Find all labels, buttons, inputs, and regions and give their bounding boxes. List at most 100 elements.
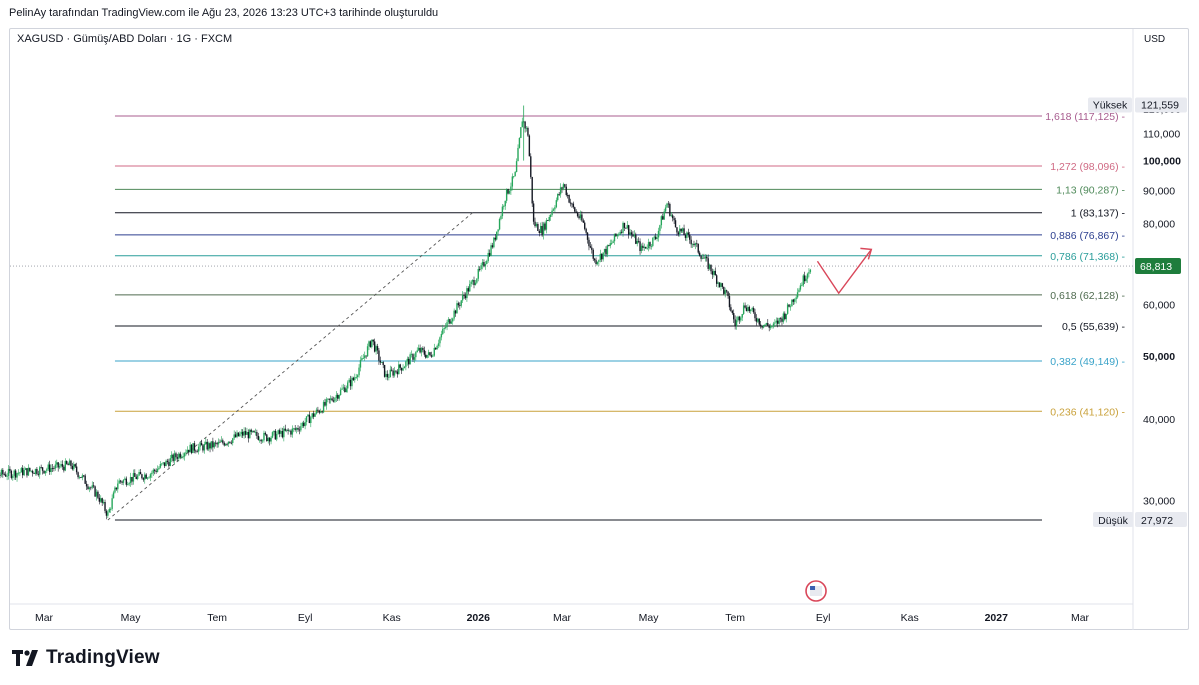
candle-body <box>718 282 721 287</box>
candle-body <box>660 216 663 226</box>
candle-body <box>717 282 719 284</box>
candle-body <box>486 260 488 265</box>
candle-body <box>31 470 34 474</box>
candle-body <box>115 487 118 490</box>
candle-body <box>53 468 55 470</box>
candle-body <box>266 434 268 442</box>
candle-body <box>809 269 812 273</box>
candle-body <box>592 249 594 259</box>
candle-body <box>37 473 40 475</box>
candle-body <box>521 121 523 128</box>
candle-body <box>263 432 265 441</box>
candle-body <box>131 476 133 482</box>
candle-body <box>795 297 797 300</box>
candle-body <box>382 362 384 365</box>
candle-body <box>186 449 189 453</box>
candle-body <box>97 491 99 498</box>
candle-body <box>612 241 614 244</box>
candle-body <box>337 394 339 399</box>
candle-body <box>376 346 379 351</box>
high-value-box <box>1135 97 1187 113</box>
candle-body <box>691 243 694 245</box>
candle-body <box>341 388 343 390</box>
candle-body <box>352 377 355 381</box>
candle-body <box>327 398 329 400</box>
candle-body <box>185 452 187 454</box>
candle-body <box>213 442 216 448</box>
candle-body <box>146 477 149 479</box>
candle-body <box>193 443 196 451</box>
low-value-box <box>1135 512 1187 527</box>
candle-body <box>383 364 386 377</box>
candle-body <box>571 203 573 205</box>
candle-body <box>555 200 558 208</box>
candle-body <box>39 467 41 475</box>
candle-body <box>782 313 785 322</box>
candle-body <box>80 477 82 478</box>
candle-body <box>178 453 180 459</box>
candle-body <box>342 387 345 389</box>
candle-body <box>202 445 204 451</box>
candle-body <box>197 446 200 452</box>
high-label: Yüksek <box>1093 100 1128 112</box>
candle-body <box>77 472 79 478</box>
candle-body <box>664 207 667 212</box>
candle-body <box>398 364 400 375</box>
candle-body <box>460 300 462 306</box>
candle-body <box>280 431 282 434</box>
candle-body <box>339 389 342 395</box>
candle-body <box>792 299 795 302</box>
candle-body <box>798 289 800 293</box>
candle-body <box>429 352 431 356</box>
candle-body <box>153 469 156 471</box>
candle-body <box>427 352 430 355</box>
candle-body <box>112 492 115 499</box>
candle-body <box>334 397 336 402</box>
candle-body <box>610 243 613 244</box>
last-price-box <box>1135 258 1181 275</box>
candle-body <box>92 485 95 487</box>
candle-body <box>318 410 321 413</box>
candle-body <box>190 444 193 454</box>
candle-body <box>659 225 661 231</box>
candle-body <box>355 377 357 378</box>
candle-body <box>285 429 288 431</box>
candle-body <box>443 328 445 329</box>
x-tick-label: Kas <box>383 612 401 624</box>
candle-body <box>172 454 174 461</box>
candle-body <box>219 441 221 443</box>
candle-body <box>504 200 506 207</box>
candle-body <box>87 486 89 489</box>
candle-body <box>535 223 538 227</box>
candle-body <box>734 319 736 326</box>
y-tick-label: 80,000 <box>1143 219 1175 231</box>
x-tick-label: Tem <box>207 612 227 624</box>
candle-body <box>510 186 512 191</box>
candle-body <box>701 257 704 259</box>
candle-body <box>532 203 535 222</box>
candle-body <box>166 460 169 463</box>
candle-body <box>365 355 367 357</box>
candle-body <box>676 227 678 233</box>
candle-body <box>802 275 804 286</box>
candle-body <box>487 252 489 261</box>
candle-body <box>737 316 739 321</box>
candle-body <box>281 431 284 438</box>
candle-body <box>207 443 210 450</box>
candle-body <box>124 478 126 480</box>
candle-body <box>322 401 325 413</box>
candle-body <box>620 231 623 233</box>
candle-body <box>670 215 672 217</box>
candle-body <box>720 283 722 287</box>
currency-selector[interactable]: USD <box>1144 34 1166 45</box>
candle-body <box>715 275 718 284</box>
candle-body <box>609 243 611 246</box>
candle-body <box>200 442 203 446</box>
candle-body <box>710 264 712 272</box>
candle-body <box>700 255 702 259</box>
candle-body <box>203 444 206 451</box>
candle-body <box>531 176 533 204</box>
candle-body <box>278 430 281 434</box>
candle-body <box>305 416 308 422</box>
